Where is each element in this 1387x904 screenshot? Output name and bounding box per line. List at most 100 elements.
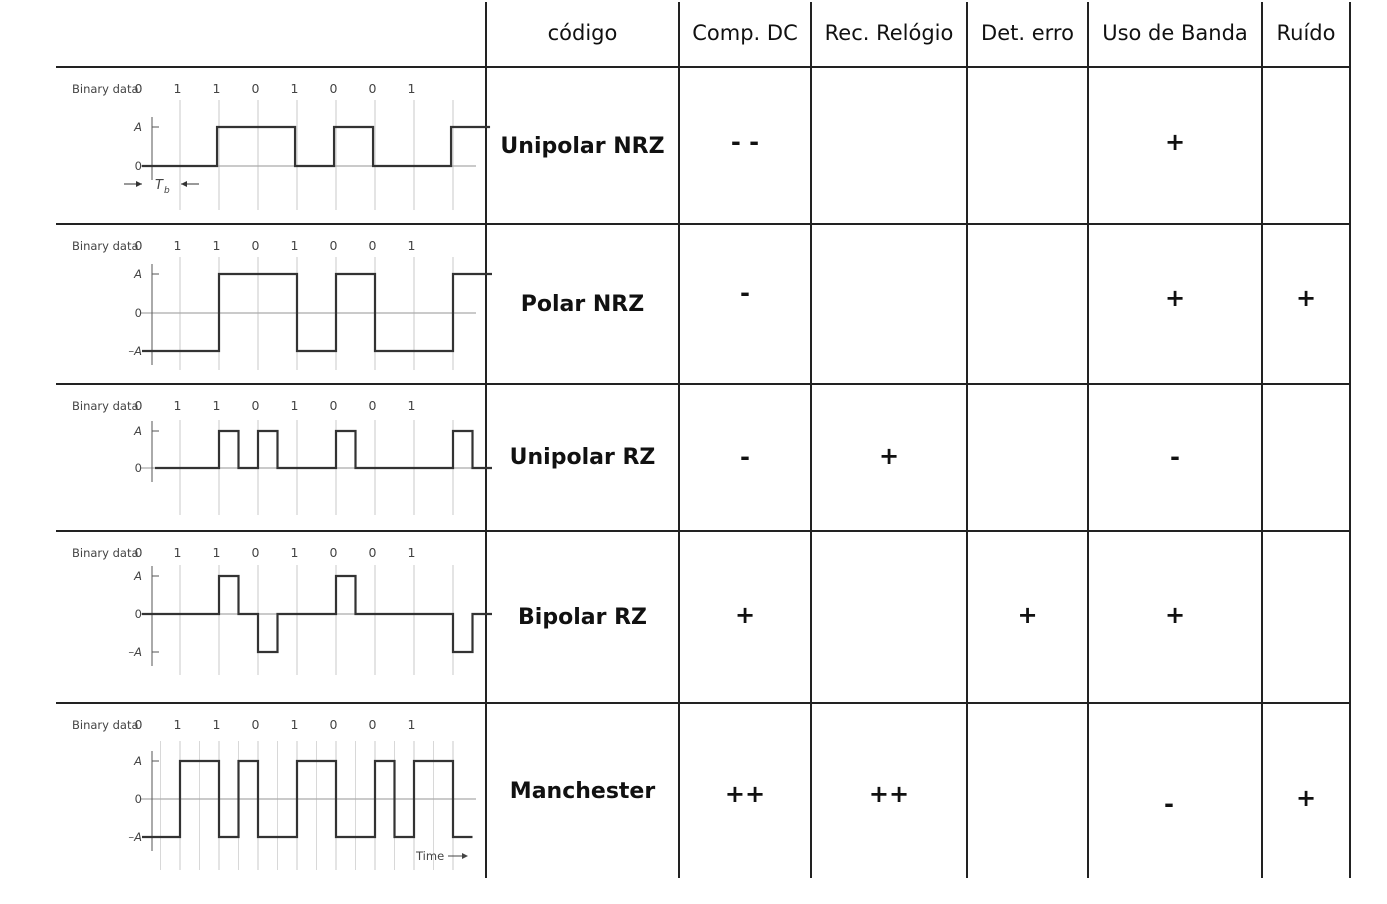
table-grid — [56, 2, 1351, 878]
bit-value: 1 — [213, 81, 221, 96]
bit-value: 0 — [369, 398, 377, 413]
signal-trace — [142, 272, 492, 353]
bit-value: 0 — [330, 545, 338, 560]
bit-value: 0 — [369, 238, 377, 253]
line-coding-comparison-table: código Comp. DC Rec. Relógio Det. erro U… — [56, 2, 1351, 878]
bit-value: 1 — [291, 545, 299, 560]
level-zero-label: 0 — [135, 306, 142, 320]
time-axis-arrowhead — [462, 853, 468, 859]
bit-value: 0 — [252, 81, 260, 96]
binary-data-label: Binary data — [72, 399, 139, 413]
mark-unipolar-nrz-uso-banda: + — [1164, 128, 1186, 156]
bit-value: 1 — [174, 81, 182, 96]
bit-value: 0 — [252, 545, 260, 560]
bit-value: 0 — [135, 238, 143, 253]
signal-trace — [142, 574, 492, 654]
code-unipolar-nrz: Unipolar NRZ — [500, 133, 665, 159]
mark-bipolar-rz-comp-dc: + — [734, 601, 756, 629]
bit-value: 1 — [291, 717, 299, 732]
bit-value: 0 — [330, 238, 338, 253]
mark-unipolar-nrz-comp-dc: - - — [730, 128, 760, 156]
level-high-label: A — [133, 569, 142, 583]
bit-value: 0 — [135, 398, 143, 413]
bit-value: 0 — [252, 238, 260, 253]
signal-trace — [142, 759, 473, 839]
bit-value: 0 — [369, 81, 377, 96]
mark-unipolar-rz-rec-relogio: + — [878, 442, 900, 470]
level-zero-label: 0 — [135, 792, 142, 806]
bit-value: 1 — [408, 545, 416, 560]
code-polar-nrz: Polar NRZ — [520, 291, 645, 317]
header-rec-relogio: Rec. Relógio — [824, 21, 954, 45]
mark-unipolar-rz-comp-dc: - — [740, 443, 750, 471]
binary-data-label: Binary data — [72, 546, 139, 560]
bit-value: 0 — [135, 545, 143, 560]
bit-value: 0 — [369, 545, 377, 560]
level-low-label: –A — [128, 645, 142, 659]
bit-value: 0 — [135, 717, 143, 732]
bit-period-label: T — [155, 178, 164, 193]
bit-value: 1 — [291, 398, 299, 413]
mark-polar-nrz-ruido: + — [1295, 284, 1317, 312]
bit-value: 1 — [213, 717, 221, 732]
bit-value: 1 — [408, 238, 416, 253]
code-unipolar-rz: Unipolar RZ — [509, 445, 656, 470]
header-det-erro: Det. erro — [981, 21, 1074, 45]
binary-data-label: Binary data — [72, 82, 139, 96]
level-low-label: –A — [128, 344, 142, 358]
bit-value: 1 — [408, 717, 416, 732]
bit-period-arrowhead-right — [181, 181, 187, 187]
bit-value: 0 — [330, 398, 338, 413]
bit-value: 0 — [330, 717, 338, 732]
time-axis-label: Time — [415, 849, 444, 863]
mark-unipolar-rz-uso-banda: - — [1170, 443, 1180, 471]
mark-polar-nrz-comp-dc: - — [740, 279, 750, 307]
bit-value: 1 — [291, 238, 299, 253]
level-high-label: A — [133, 267, 142, 281]
mark-manchester-ruido: + — [1295, 784, 1317, 812]
mark-bipolar-rz-uso-banda: + — [1164, 601, 1186, 629]
binary-data-label: Binary data — [72, 239, 139, 253]
code-bipolar-rz: Bipolar RZ — [518, 604, 647, 630]
level-high-label: A — [133, 120, 142, 134]
bit-value: 1 — [408, 81, 416, 96]
header-ruido: Ruído — [1276, 21, 1336, 45]
bit-period-arrowhead-left — [136, 181, 142, 187]
bit-value: 1 — [174, 398, 182, 413]
level-zero-label: 0 — [135, 461, 142, 475]
bit-value: 1 — [213, 238, 221, 253]
mark-bipolar-rz-det-erro: + — [1017, 601, 1038, 629]
signal-trace — [155, 429, 492, 470]
header-codigo: código — [547, 21, 618, 45]
signal-trace — [142, 125, 491, 168]
bit-value: 0 — [369, 717, 377, 732]
bit-period-subscript: b — [164, 186, 170, 196]
level-zero-label: 0 — [135, 607, 142, 621]
level-zero-label: 0 — [135, 159, 142, 173]
bit-value: 1 — [213, 398, 221, 413]
bit-value: 1 — [213, 545, 221, 560]
bit-value: 0 — [252, 717, 260, 732]
bit-value: 1 — [174, 717, 182, 732]
bit-value: 1 — [291, 81, 299, 96]
bit-value: 1 — [174, 238, 182, 253]
level-high-label: A — [133, 754, 142, 768]
level-high-label: A — [133, 424, 142, 438]
bit-value: 0 — [330, 81, 338, 96]
mark-manchester-rec-relogio: ++ — [868, 780, 910, 808]
header-uso-banda: Uso de Banda — [1102, 21, 1248, 45]
code-manchester: Manchester — [509, 778, 656, 804]
bit-value: 1 — [174, 545, 182, 560]
mark-manchester-comp-dc: ++ — [724, 780, 766, 808]
bit-value: 0 — [135, 81, 143, 96]
binary-data-label: Binary data — [72, 718, 139, 732]
header-comp-dc: Comp. DC — [692, 21, 798, 45]
mark-polar-nrz-uso-banda: + — [1164, 284, 1186, 312]
bit-value: 1 — [408, 398, 416, 413]
